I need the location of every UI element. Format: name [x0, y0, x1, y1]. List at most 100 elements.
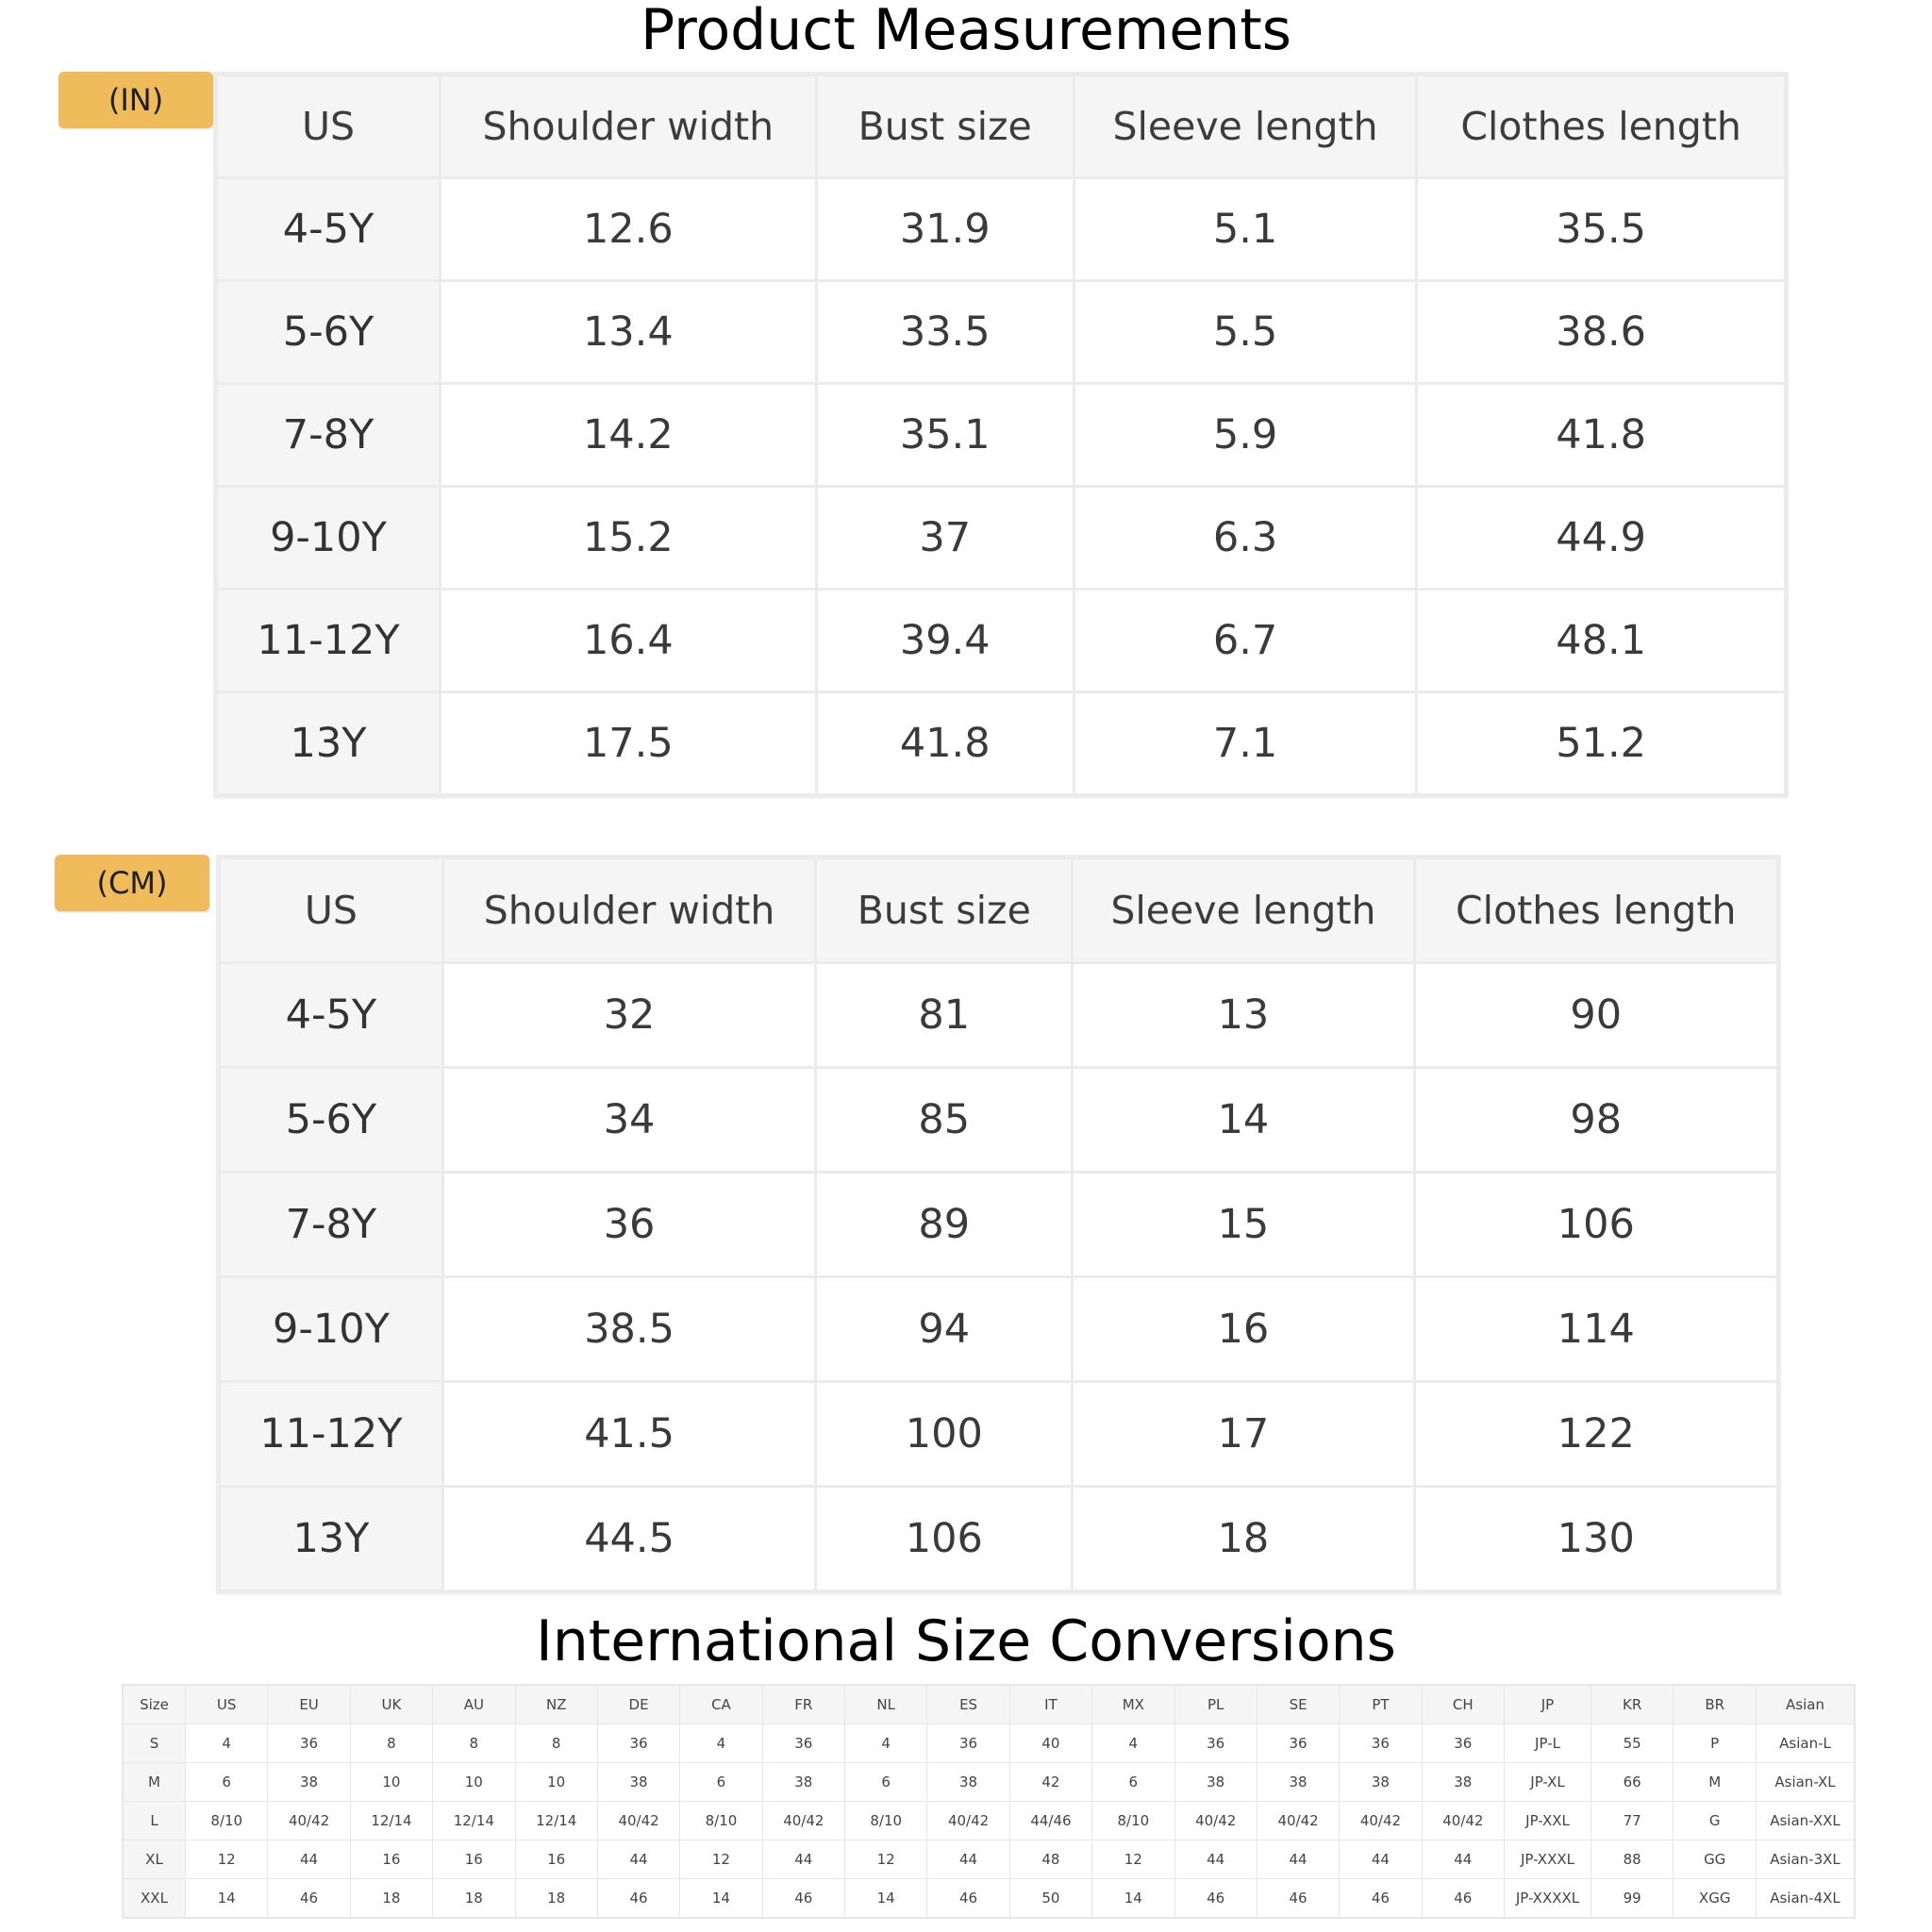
conversion-table-cell: 40/42: [1421, 1801, 1506, 1840]
conversion-table-column-header: CH: [1421, 1685, 1506, 1724]
conversion-table-row: S 4 36 8 8 8 36 4 36 4 36 40 4 36 36 36 36 JP-L 55 P Asian-L: [123, 1724, 1855, 1763]
conversion-table-cell: 77: [1590, 1801, 1674, 1840]
conversion-table-row: L 8/10 40/42 12/14 12/14 12/14 40/42 8/10 40/42 8…: [123, 1801, 1855, 1840]
conversion-table-cell: 46: [1339, 1878, 1423, 1918]
conversion-table-column-header: PT: [1339, 1685, 1423, 1724]
inch-table-row: 11-12Y 16.4 39.4 6.7 48.1: [215, 588, 1787, 693]
conversion-table-cell: 4: [679, 1724, 763, 1763]
conversion-table-header-row: Size US EU UK AU NZ DE CA FR NL ES IT MX PL SE PT CH JP KR…: [123, 1685, 1855, 1724]
inch-table-cell: 6.3: [1072, 485, 1419, 591]
conversion-table-column-header: KR: [1590, 1685, 1674, 1724]
conversion-table-cell: 44: [1421, 1840, 1506, 1879]
cm-table-cell: 98: [1412, 1066, 1780, 1174]
conversion-table-cell: 36: [1256, 1724, 1341, 1763]
conversion-table-column-header: CA: [679, 1685, 763, 1724]
conversion-table-cell: 12: [679, 1840, 763, 1879]
inch-table-cell: 5.9: [1072, 382, 1419, 488]
inch-table-cell: 5.5: [1072, 279, 1419, 385]
conversion-table-cell: 38: [1174, 1762, 1257, 1802]
conversion-table-column-header: MX: [1091, 1685, 1175, 1724]
inch-table-column-header: Sleeve length: [1072, 74, 1419, 179]
cm-table-cell: 36: [441, 1171, 818, 1278]
conversion-table-cell: 48: [1008, 1840, 1093, 1879]
inch-table-row: 5-6Y 13.4 33.5 5.5 38.6: [215, 279, 1787, 385]
inch-table-size-label: 13Y: [215, 691, 441, 796]
cm-table-size-label: 13Y: [218, 1485, 444, 1592]
cm-table-cell: 94: [814, 1275, 1074, 1383]
conversion-table-cell: 40/42: [926, 1801, 1010, 1840]
cm-table-cell: 14: [1071, 1066, 1416, 1174]
inch-table-column-header: US: [215, 74, 441, 179]
size-conversion-table: Size US EU UK AU NZ DE CA FR NL ES IT MX PL SE PT CH JP KR…: [123, 1685, 1855, 1918]
inch-table-row: 4-5Y 12.6 31.9 5.1 35.5: [215, 176, 1787, 282]
inch-table-row: 9-10Y 15.2 37 6.3 44.9: [215, 485, 1787, 591]
conversion-table-cell: 40/42: [1174, 1801, 1257, 1840]
conversion-table-cell: 10: [432, 1762, 516, 1802]
conversion-table-cell: Asian-4XL: [1756, 1878, 1855, 1918]
conversion-table-cell: 36: [761, 1724, 846, 1763]
conversion-table-cell: JP-XL: [1504, 1762, 1591, 1802]
inch-table-cell: 51.2: [1415, 691, 1787, 796]
conversion-table-cell: 8/10: [184, 1801, 269, 1840]
inch-table-cell: 12.6: [438, 176, 818, 282]
conversion-table-cell: 14: [1091, 1878, 1175, 1918]
conversion-table-column-header: IT: [1008, 1685, 1093, 1724]
conversion-table-cell: 44: [761, 1840, 846, 1879]
inch-table-column-header: Clothes length: [1415, 74, 1787, 179]
inch-table-size-label: 4-5Y: [215, 176, 441, 282]
conversion-table-cell: 36: [1174, 1724, 1257, 1763]
conversion-table-cell: 38: [1256, 1762, 1341, 1802]
conversion-table-cell: 4: [184, 1724, 269, 1763]
inch-table-cell: 41.8: [1415, 382, 1787, 488]
conversion-table-cell: 44/46: [1008, 1801, 1093, 1840]
conversion-table-cell: 6: [1091, 1762, 1175, 1802]
cm-unit-badge: (CM): [55, 855, 209, 911]
conversion-table-cell: 38: [596, 1762, 681, 1802]
cm-table-row: 13Y 44.5 106 18 130: [218, 1485, 1780, 1592]
page-title: Product Measurements: [640, 0, 1292, 63]
cm-table-cell: 81: [814, 961, 1074, 1069]
conversion-table-cell: 40/42: [761, 1801, 846, 1840]
conversion-table-cell: 36: [1421, 1724, 1506, 1763]
conversion-table-row: M 6 38 10 10 10 38 6 38 6 38 42 6 38 38 38 38 JP-XL 66 M Asi…: [123, 1762, 1855, 1802]
conversion-table-cell: 14: [184, 1878, 269, 1918]
conversion-table-cell: 44: [267, 1840, 351, 1879]
conversion-table-size-label: M: [123, 1762, 186, 1802]
conversion-table-cell: 46: [926, 1878, 1010, 1918]
conversion-table-cell: 40/42: [1256, 1801, 1341, 1840]
conversion-table-cell: 36: [596, 1724, 681, 1763]
inch-table-cell: 31.9: [814, 176, 1075, 282]
cm-table-size-label: 9-10Y: [218, 1275, 444, 1383]
conversion-table-cell: Asian-L: [1756, 1724, 1855, 1763]
conversion-table-cell: 16: [514, 1840, 598, 1879]
conversion-table-column-header: AU: [432, 1685, 516, 1724]
conversion-table-column-header: ES: [926, 1685, 1010, 1724]
conversion-table-column-header: NZ: [514, 1685, 598, 1724]
conversion-table-cell: 40: [1008, 1724, 1093, 1763]
conversion-table-cell: 44: [596, 1840, 681, 1879]
conversion-table-cell: 6: [843, 1762, 928, 1802]
cm-table-column-header: Bust size: [814, 857, 1074, 964]
conversion-table-cell: 8: [514, 1724, 598, 1763]
conversion-table-cell: 55: [1590, 1724, 1674, 1763]
conversion-table-cell: 38: [1421, 1762, 1506, 1802]
conversion-table-cell: 44: [1256, 1840, 1341, 1879]
conversion-table-cell: 46: [596, 1878, 681, 1918]
conversion-table-cell: JP-XXXXL: [1504, 1878, 1591, 1918]
inch-measurement-table: US Shoulder width Bust size Sleeve length Cl…: [215, 74, 1787, 796]
conversion-table-cell: 40/42: [267, 1801, 351, 1840]
conversion-table-cell: 46: [267, 1878, 351, 1918]
cm-table-row: 4-5Y 32 81 13 90: [218, 961, 1780, 1069]
conversion-table-cell: 88: [1590, 1840, 1674, 1879]
cm-table-cell: 44.5: [441, 1485, 818, 1592]
conversion-table-cell: Asian-XXL: [1756, 1801, 1855, 1840]
conversion-table-cell: 18: [514, 1878, 598, 1918]
conversion-table-cell: 18: [432, 1878, 516, 1918]
conversion-table-cell: 50: [1008, 1878, 1093, 1918]
conversion-table-cell: 46: [1174, 1878, 1257, 1918]
conversion-table-cell: 8/10: [679, 1801, 763, 1840]
conversion-table-cell: 38: [761, 1762, 846, 1802]
conversion-table-size-label: XL: [123, 1840, 186, 1879]
conversion-table-cell: 8/10: [1091, 1801, 1175, 1840]
conversion-table-cell: 40/42: [596, 1801, 681, 1840]
